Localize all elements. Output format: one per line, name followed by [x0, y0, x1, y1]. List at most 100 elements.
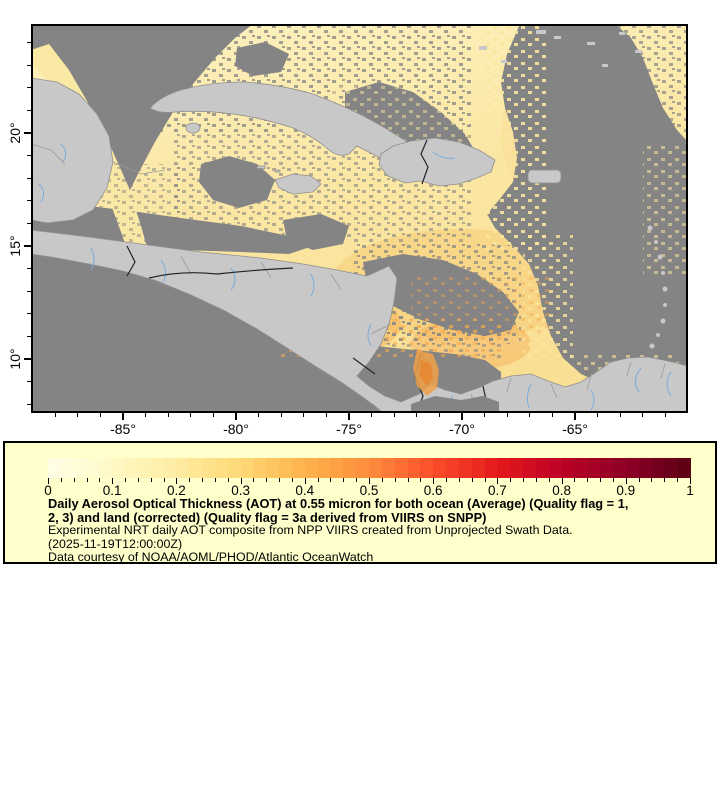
colorbar-tick-label: 0.1	[102, 483, 122, 498]
colorbar-minor-tick	[214, 478, 216, 482]
colorbar-minor-tick	[202, 478, 204, 482]
islands-lesser-antilles	[647, 225, 668, 349]
colorbar-block	[625, 458, 640, 478]
colorbar-minor-tick	[317, 478, 319, 482]
colorbar-minor-tick	[446, 478, 448, 482]
colorbar-block	[253, 458, 267, 478]
colorbar-block	[433, 458, 447, 478]
colorbar-minor-tick	[677, 478, 679, 482]
y-axis-label: 20°	[7, 122, 23, 144]
colorbar-major-tick	[48, 478, 49, 484]
landmasses	[31, 77, 688, 413]
colorbar-minor-tick	[60, 478, 62, 482]
y-axis-label: 10°	[7, 348, 23, 370]
no-data-gulf-panama	[411, 396, 499, 413]
colorbar-tick-label: 0.8	[552, 483, 571, 498]
colorbar-block	[587, 458, 601, 478]
river-hispaniola	[432, 151, 456, 159]
colorbar-major-tick	[112, 478, 114, 484]
colorbar-minor-tick	[137, 478, 139, 482]
x-minor-tick	[212, 413, 214, 417]
x-minor-tick	[664, 413, 666, 417]
x-axis-label: -70°	[449, 421, 475, 437]
colorbar-block	[548, 458, 563, 478]
colorbar-major-tick	[561, 478, 563, 484]
colorbar-block	[651, 458, 665, 478]
x-major-tick	[122, 413, 124, 420]
colorbar-minor-tick	[420, 478, 422, 482]
x-minor-tick	[393, 413, 395, 417]
colorbar-block	[420, 458, 434, 478]
colorbar-minor-tick	[189, 478, 191, 482]
colorbar-block	[574, 458, 588, 478]
colorbar-block	[150, 458, 165, 478]
x-minor-tick	[529, 413, 531, 417]
colorbar-block	[291, 458, 306, 478]
island-hispaniola	[378, 137, 496, 187]
colorbar-tick-label: 0.5	[359, 483, 379, 498]
x-minor-tick	[303, 413, 305, 417]
colorbar-major-tick	[176, 478, 178, 484]
island-cayman	[256, 165, 266, 169]
x-minor-tick	[551, 413, 553, 417]
colorbar-major-tick	[690, 478, 691, 484]
land-central-south-america	[31, 229, 688, 413]
colorbar-major-tick	[497, 478, 499, 484]
colorbar-block	[484, 458, 498, 478]
colorbar-minor-tick	[600, 478, 602, 482]
colorbar-minor-tick	[523, 478, 525, 482]
colorbar-block	[137, 458, 152, 478]
x-minor-tick	[506, 413, 508, 417]
colorbar-block	[446, 458, 460, 478]
x-minor-tick	[77, 413, 79, 417]
colorbar-major-tick	[433, 478, 435, 484]
y-axis-label: 15°	[7, 235, 23, 257]
colorbar-major-tick	[625, 478, 627, 484]
x-major-tick	[574, 413, 576, 420]
colorbar-minor-tick	[279, 478, 281, 482]
x-minor-tick	[371, 413, 373, 417]
colorbar-block	[407, 458, 421, 478]
colorbar-minor-tick	[510, 478, 512, 482]
y-major-tick	[24, 132, 31, 134]
x-minor-tick	[619, 413, 621, 417]
colorbar-block	[677, 458, 691, 478]
colorbar-block	[356, 458, 370, 478]
colorbar-minor-tick	[86, 478, 88, 482]
colorbar-block	[202, 458, 216, 478]
border-haiti-dr	[420, 139, 429, 185]
colorbar-minor-tick	[535, 478, 537, 482]
legend-body-line: (2025-11-19T12:00:00Z)	[48, 536, 183, 551]
legend-title-line: Daily Aerosol Optical Thickness (AOT) at…	[48, 496, 629, 511]
colorbar-major-tick	[240, 478, 242, 484]
x-minor-tick	[280, 413, 282, 417]
colorbar-tick-label: 0.9	[616, 483, 636, 498]
x-minor-tick	[167, 413, 169, 417]
colorbar-major-tick	[304, 478, 306, 484]
colorbar-block	[189, 458, 203, 478]
colorbar-minor-tick	[330, 478, 332, 482]
colorbar-tick-label: 0.7	[488, 483, 507, 498]
colorbar-minor-tick	[394, 478, 396, 482]
x-major-tick	[461, 413, 463, 420]
x-minor-tick	[258, 413, 260, 417]
colorbar-minor-tick	[227, 478, 229, 482]
aot-venezuela-patch	[413, 350, 439, 396]
colorbar-block	[214, 458, 229, 478]
colorbar-block	[125, 458, 139, 478]
colorbar-tick-label: 1	[686, 483, 694, 498]
island-puerto-rico	[527, 169, 562, 184]
colorbar	[48, 458, 691, 478]
x-axis-label: -65°	[562, 421, 588, 437]
colorbar-block	[535, 458, 550, 478]
colorbar-block	[510, 458, 524, 478]
colorbar-tick-label: 0.6	[423, 483, 443, 498]
x-axis-label: -75°	[336, 421, 362, 437]
map-frame	[31, 24, 688, 413]
y-major-tick	[24, 245, 31, 247]
x-minor-tick	[54, 413, 56, 417]
colorbar-minor-tick	[125, 478, 127, 482]
x-major-tick	[235, 413, 237, 420]
colorbar-block	[163, 458, 177, 478]
